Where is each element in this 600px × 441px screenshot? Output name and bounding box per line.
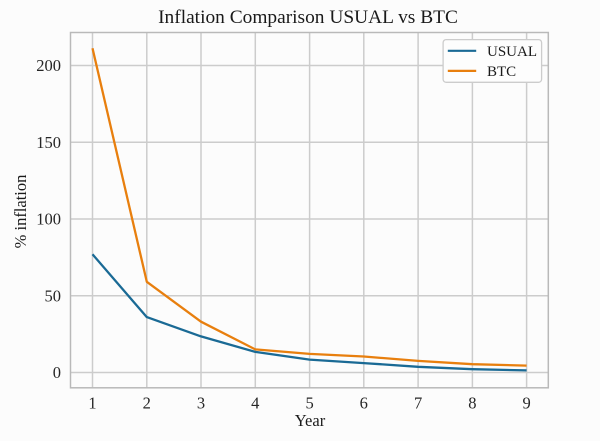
svg-text:Year: Year: [295, 411, 326, 430]
svg-text:Inflation Comparison USUAL vs: Inflation Comparison USUAL vs BTC: [158, 7, 458, 28]
svg-text:4: 4: [251, 394, 259, 413]
svg-text:2: 2: [143, 394, 151, 413]
svg-text:50: 50: [45, 286, 62, 305]
svg-text:200: 200: [36, 56, 61, 75]
svg-text:0: 0: [53, 363, 61, 382]
svg-text:5: 5: [305, 394, 313, 413]
svg-text:8: 8: [468, 394, 476, 413]
svg-text:150: 150: [36, 133, 61, 152]
svg-text:7: 7: [414, 394, 422, 413]
svg-text:1: 1: [88, 394, 96, 413]
svg-text:USUAL: USUAL: [487, 44, 537, 60]
svg-text:6: 6: [360, 394, 368, 413]
svg-text:9: 9: [522, 394, 530, 413]
svg-text:3: 3: [197, 394, 205, 413]
svg-text:100: 100: [36, 210, 61, 229]
svg-text:% inflation: % inflation: [11, 175, 30, 249]
svg-text:BTC: BTC: [487, 64, 516, 80]
